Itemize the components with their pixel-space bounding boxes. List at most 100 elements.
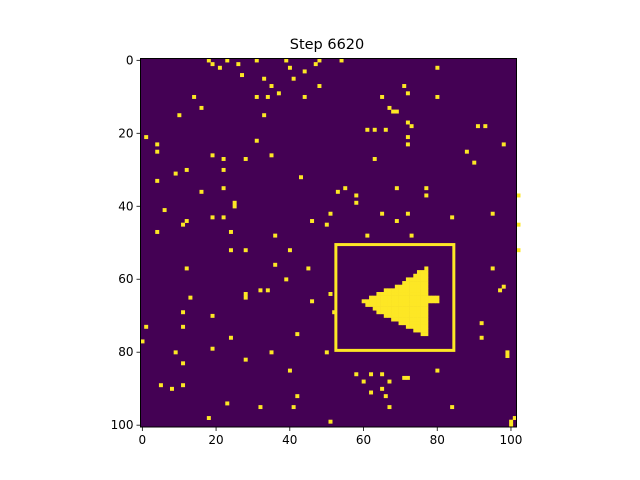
live-cell	[287, 368, 292, 373]
glider-cell	[413, 277, 418, 282]
glider-cell	[394, 306, 399, 311]
glider-cell	[416, 270, 421, 275]
live-cell	[328, 211, 333, 216]
y-tick-label: 40	[118, 199, 133, 213]
live-cell	[354, 200, 359, 205]
glider-cell	[387, 288, 392, 293]
glider-cell	[413, 317, 418, 322]
glider-cell	[420, 306, 425, 311]
live-cell	[181, 383, 186, 388]
glider-cell	[402, 321, 407, 326]
glider-cell	[394, 299, 399, 304]
y-tick-label: 0	[126, 53, 134, 67]
live-cell	[380, 386, 385, 391]
live-cell	[173, 350, 178, 355]
live-cell	[302, 94, 307, 99]
glider-cell	[409, 321, 414, 326]
live-cell	[354, 372, 359, 377]
glider-cell	[424, 273, 429, 278]
glider-cell	[413, 313, 418, 318]
glider-cell	[391, 288, 396, 293]
glider-cell	[376, 292, 381, 296]
live-cell	[199, 189, 204, 194]
glider-cell	[372, 295, 377, 300]
live-cell	[169, 386, 174, 391]
live-cell	[262, 113, 267, 118]
glider-cell	[402, 310, 407, 315]
glider-cell	[376, 299, 381, 304]
live-cell	[221, 186, 226, 191]
live-cell	[472, 160, 477, 165]
live-cell	[155, 178, 160, 183]
glider-cell	[376, 306, 381, 311]
glider-cell	[383, 295, 388, 300]
live-cell	[464, 149, 469, 154]
live-cell	[306, 266, 311, 271]
live-cell	[383, 127, 388, 132]
cell-layer	[140, 58, 521, 428]
live-cell	[232, 204, 237, 209]
live-cell	[262, 76, 267, 81]
glider-cell	[420, 317, 425, 322]
glider-cell	[413, 281, 418, 286]
glider-cell	[416, 313, 421, 318]
highlight-box	[334, 243, 456, 352]
glider-cell	[413, 324, 418, 329]
live-cell	[372, 127, 377, 132]
glider-cell	[398, 317, 403, 322]
live-cell	[221, 215, 226, 220]
glider-cell	[424, 306, 429, 311]
glider-cell	[405, 284, 410, 289]
glider-cell	[383, 313, 388, 318]
glider-cell	[383, 288, 388, 293]
glider-cell	[420, 324, 425, 329]
glider-cell	[405, 306, 410, 311]
live-cell	[501, 284, 506, 289]
glider-cell	[424, 270, 429, 275]
live-cell	[221, 157, 226, 161]
glider-cell	[402, 284, 407, 289]
glider-cell	[413, 299, 418, 304]
live-cell	[310, 299, 315, 304]
glider-cell	[413, 328, 418, 333]
glider-cell	[416, 284, 421, 289]
live-cell	[258, 405, 263, 410]
live-cell	[383, 394, 388, 399]
glider-cell	[413, 310, 418, 315]
glider-cell	[409, 306, 414, 311]
live-cell	[269, 350, 274, 355]
glider-cell	[365, 299, 370, 304]
glider-cell	[398, 288, 403, 293]
live-cell	[391, 109, 396, 114]
glider-cell	[420, 299, 425, 304]
glider-cell	[402, 299, 407, 304]
live-cell	[236, 62, 241, 67]
live-cell	[380, 94, 385, 99]
live-cell	[221, 167, 226, 172]
glider-cell	[387, 313, 392, 318]
glider-cell	[402, 292, 407, 296]
live-cell	[210, 153, 215, 158]
glider-cell	[431, 295, 436, 300]
glider-cell	[402, 302, 407, 307]
live-cell	[228, 229, 233, 234]
live-cell	[228, 335, 233, 340]
live-cell	[372, 157, 377, 161]
glider-cell	[424, 310, 429, 315]
glider-cell	[420, 295, 425, 300]
glider-cell	[428, 299, 433, 304]
glider-cell	[416, 321, 421, 326]
glider-cell	[387, 295, 392, 300]
live-cell	[424, 193, 429, 198]
live-cell	[387, 379, 392, 384]
live-cell	[380, 372, 385, 377]
glider-cell	[383, 302, 388, 307]
glider-cell	[413, 321, 418, 326]
x-tick-label: 80	[430, 433, 445, 447]
glider-cell	[416, 281, 421, 286]
live-cell	[501, 142, 506, 147]
live-cell	[324, 350, 329, 355]
glider-cell	[391, 299, 396, 304]
y-tick-label: 80	[118, 345, 133, 359]
live-cell	[210, 346, 215, 351]
